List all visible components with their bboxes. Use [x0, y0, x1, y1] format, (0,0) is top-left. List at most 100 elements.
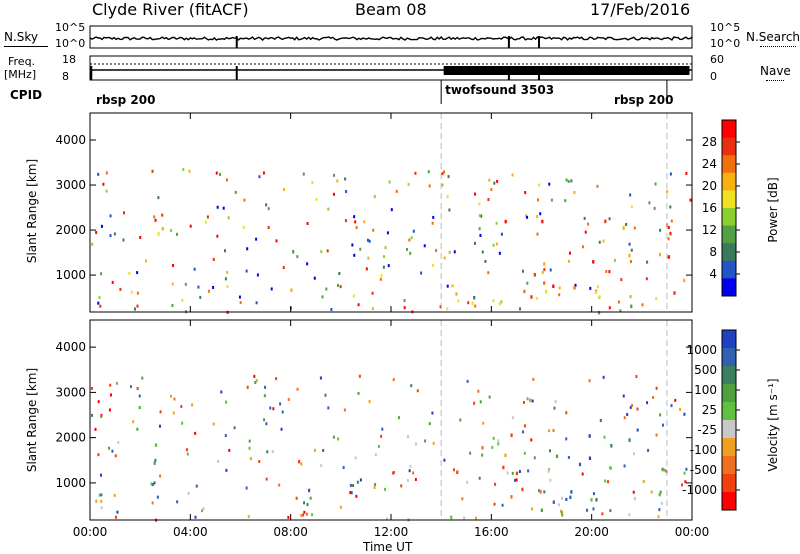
echo-point — [655, 297, 658, 301]
echo-point — [461, 497, 464, 501]
colorbar-bin — [722, 243, 736, 262]
echo-point — [466, 480, 469, 484]
xaxis-label: Time UT — [363, 540, 413, 554]
echo-point — [263, 394, 266, 398]
echo-point — [114, 515, 117, 519]
echo-point — [119, 287, 122, 291]
echo-point — [339, 285, 342, 289]
colorbar-tick-label: 16 — [702, 201, 717, 215]
echo-point — [153, 215, 156, 219]
echo-point — [646, 401, 649, 405]
echo-point — [351, 243, 354, 247]
echo-point — [368, 239, 371, 243]
echo-point — [225, 468, 228, 472]
echo-point — [223, 249, 226, 253]
echo-point — [95, 230, 98, 234]
freq-tick-high: 18 — [62, 53, 76, 66]
echo-point — [522, 430, 525, 434]
echo-point — [488, 178, 491, 182]
echo-point — [157, 232, 160, 236]
echo-point — [233, 426, 236, 430]
echo-point — [595, 498, 598, 502]
echo-point — [352, 294, 355, 298]
echo-point — [565, 411, 568, 415]
echo-point — [363, 220, 366, 224]
power-panel: 1000 2000 3000 4000 — [55, 112, 693, 315]
echo-point — [100, 224, 103, 228]
echo-point — [549, 268, 552, 272]
colorbar-bin — [722, 402, 736, 421]
echo-point — [565, 497, 568, 501]
echo-point — [154, 443, 158, 447]
echo-point — [414, 477, 417, 481]
echo-point — [492, 436, 495, 440]
echo-point — [543, 268, 546, 272]
x-tick-label: 20:00 — [574, 525, 609, 539]
echo-point — [212, 422, 215, 426]
echo-point — [540, 508, 543, 513]
echo-point — [315, 197, 318, 201]
echo-point — [373, 195, 376, 199]
echo-point — [453, 468, 456, 472]
echo-point — [186, 452, 189, 456]
echo-point — [153, 461, 156, 465]
echo-point — [659, 413, 662, 417]
echo-point — [246, 385, 249, 389]
echo-point — [100, 414, 103, 418]
echo-point — [487, 271, 490, 275]
colorbar-bin — [722, 330, 736, 349]
nsearch-tick-high: 10^5 — [710, 21, 741, 34]
echo-point — [158, 424, 161, 428]
echo-point — [448, 250, 451, 254]
echo-point — [97, 453, 100, 457]
echo-point — [482, 421, 485, 425]
echo-point — [530, 295, 533, 299]
echo-point — [622, 394, 625, 398]
echo-point — [311, 513, 314, 517]
echo-point — [282, 266, 285, 270]
echo-point — [500, 232, 503, 236]
echo-point — [327, 207, 330, 211]
echo-point — [527, 469, 530, 473]
cpid-segment-label: rbsp 200 — [96, 93, 155, 107]
echo-point — [170, 229, 173, 233]
echo-point — [343, 408, 346, 412]
echo-point — [570, 179, 573, 183]
echo-point — [330, 308, 333, 312]
echo-point — [185, 448, 188, 452]
echo-point — [349, 483, 352, 487]
echo-point — [128, 271, 131, 275]
echo-point — [543, 490, 546, 494]
echo-point — [97, 172, 100, 176]
colorbar-tick-label: 24 — [702, 157, 717, 171]
echo-point — [242, 225, 245, 229]
echo-point — [633, 226, 636, 230]
colorbar-bin — [722, 208, 736, 227]
echo-point — [592, 260, 595, 264]
echo-point — [565, 437, 568, 441]
echo-point — [100, 272, 103, 276]
echo-point — [171, 282, 174, 286]
echo-point — [622, 226, 625, 230]
colorbar-bin — [722, 155, 736, 174]
echo-point — [130, 290, 133, 294]
cpid-segment-label: rbsp 200 — [614, 93, 673, 107]
echo-point — [102, 182, 105, 186]
echo-point — [533, 272, 536, 277]
echo-point — [228, 448, 231, 452]
colorbar-bin — [722, 278, 736, 297]
echo-point — [253, 374, 256, 378]
echo-point — [194, 515, 197, 519]
echo-point — [603, 435, 606, 439]
echo-point — [673, 291, 676, 295]
echo-point — [373, 486, 376, 490]
echo-point — [184, 282, 187, 286]
echo-point — [607, 480, 610, 484]
colorbar-tick-label: 1000 — [686, 343, 717, 357]
echo-point — [110, 393, 113, 397]
echo-point — [573, 190, 576, 194]
y-tick-label: 2000 — [55, 431, 86, 445]
echo-point — [526, 281, 529, 285]
echo-point — [523, 289, 526, 294]
echo-point — [628, 513, 631, 517]
